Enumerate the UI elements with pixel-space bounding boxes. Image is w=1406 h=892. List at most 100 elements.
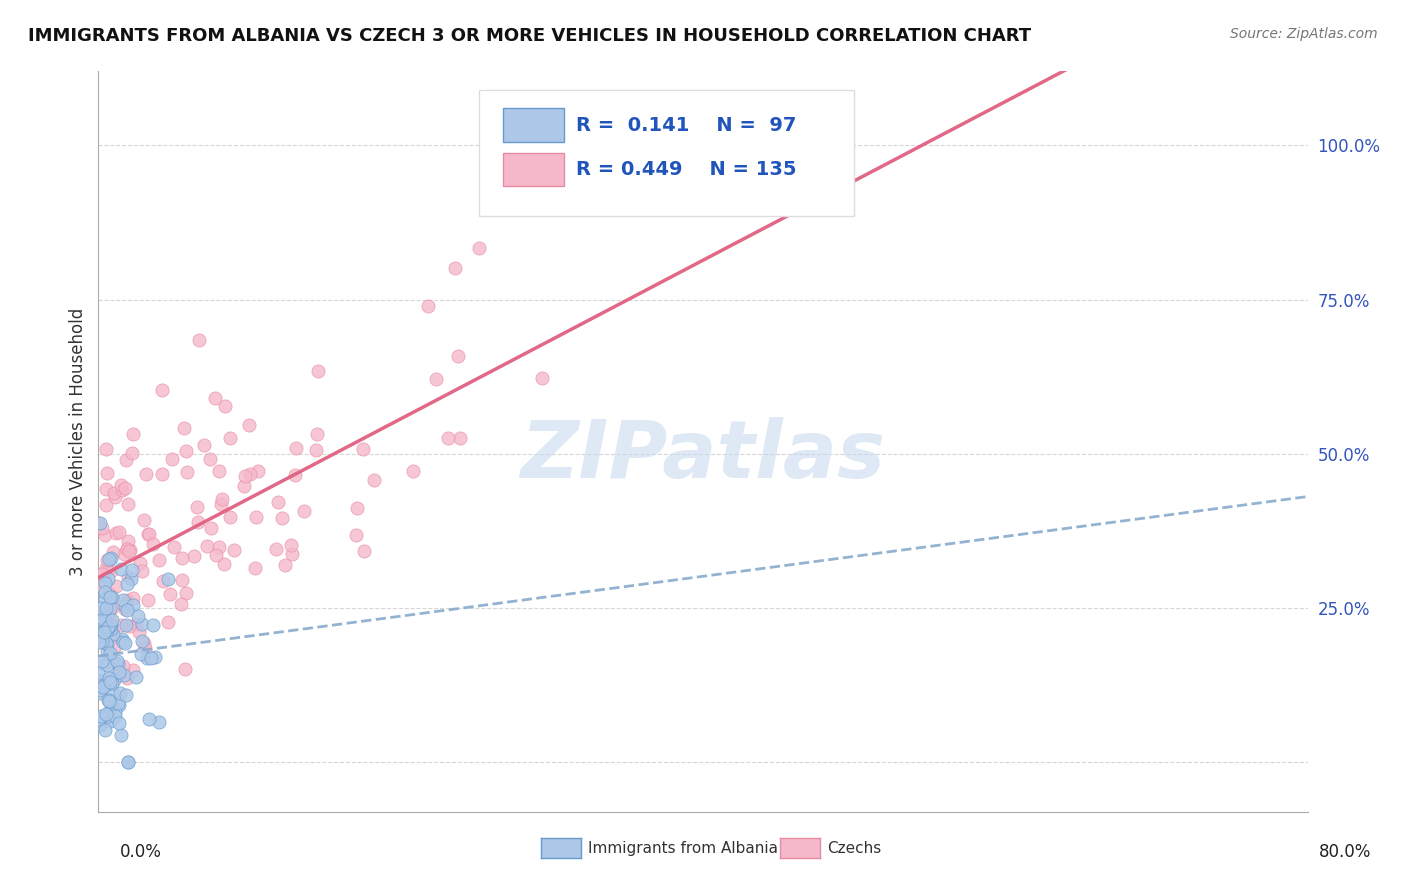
Point	[98, 675, 121, 690]
Point	[110, 617, 132, 632]
Point	[89, 624, 111, 639]
Point	[198, 451, 221, 466]
Point	[344, 527, 367, 541]
Point	[90, 601, 112, 615]
Point	[100, 623, 122, 637]
Point	[132, 513, 155, 527]
Point	[159, 587, 181, 601]
Point	[90, 709, 112, 723]
Point	[91, 615, 114, 629]
Point	[131, 565, 153, 579]
Point	[98, 613, 121, 627]
Text: R =  0.141    N =  97: R = 0.141 N = 97	[576, 116, 796, 135]
Point	[96, 636, 118, 650]
Point	[142, 537, 165, 551]
Point	[104, 705, 127, 719]
Point	[118, 543, 141, 558]
Point	[174, 443, 197, 458]
Point	[98, 695, 121, 709]
Point	[98, 552, 121, 566]
Point	[219, 510, 242, 524]
Point	[91, 567, 114, 582]
Point	[101, 590, 124, 604]
Point	[187, 333, 209, 347]
Point	[170, 597, 193, 611]
Point	[176, 465, 198, 479]
Point	[97, 572, 120, 586]
Point	[107, 668, 129, 682]
Point	[101, 671, 124, 685]
Point	[96, 442, 118, 456]
Point	[150, 383, 173, 397]
Point	[104, 639, 127, 653]
Point	[111, 659, 134, 673]
Point	[97, 709, 120, 723]
Point	[444, 261, 467, 276]
Point	[105, 654, 128, 668]
Point	[127, 609, 149, 624]
Point	[96, 466, 118, 480]
Point	[87, 666, 110, 681]
Point	[94, 498, 117, 512]
Point	[363, 473, 385, 487]
Point	[100, 617, 122, 632]
Point	[104, 525, 127, 540]
Point	[346, 500, 368, 515]
Point	[101, 684, 124, 698]
Point	[114, 602, 136, 616]
Point	[96, 552, 118, 566]
Point	[100, 564, 122, 578]
Point	[111, 635, 134, 649]
Point	[94, 528, 117, 542]
Point	[110, 728, 132, 742]
Point	[143, 650, 166, 665]
Bar	[503, 109, 564, 142]
Point	[108, 686, 131, 700]
Point	[280, 538, 302, 552]
Point	[115, 541, 138, 556]
Point	[115, 671, 138, 685]
Point	[163, 540, 186, 554]
Point	[111, 593, 134, 607]
Point	[98, 588, 121, 602]
Point	[136, 593, 159, 607]
Point	[436, 430, 458, 444]
Point	[96, 657, 118, 672]
Point	[222, 542, 245, 557]
Point	[152, 574, 174, 588]
Text: R = 0.449    N = 135: R = 0.449 N = 135	[576, 161, 797, 179]
Point	[89, 683, 111, 698]
Point	[274, 558, 297, 572]
Point	[425, 372, 447, 386]
Point	[125, 617, 148, 632]
Point	[90, 521, 112, 535]
Point	[93, 591, 115, 606]
Point	[112, 668, 135, 682]
Point	[94, 584, 117, 599]
Point	[91, 634, 114, 648]
Point	[107, 696, 129, 710]
Point	[98, 590, 121, 604]
Point	[183, 549, 205, 564]
Point	[97, 694, 120, 708]
Point	[94, 678, 117, 692]
Point	[108, 698, 131, 712]
Point	[104, 656, 127, 670]
Point	[117, 576, 139, 591]
Point	[122, 591, 145, 606]
Point	[108, 665, 131, 679]
Point	[103, 486, 125, 500]
Point	[352, 442, 374, 456]
Point	[156, 572, 179, 586]
Point	[90, 654, 112, 668]
Point	[94, 601, 117, 615]
Point	[107, 715, 129, 730]
Point	[89, 634, 111, 648]
Point	[208, 464, 231, 478]
Point	[307, 426, 329, 441]
Point	[117, 756, 139, 770]
Point	[98, 671, 121, 685]
Point	[103, 673, 125, 687]
Point	[96, 563, 118, 577]
Point	[90, 675, 112, 690]
